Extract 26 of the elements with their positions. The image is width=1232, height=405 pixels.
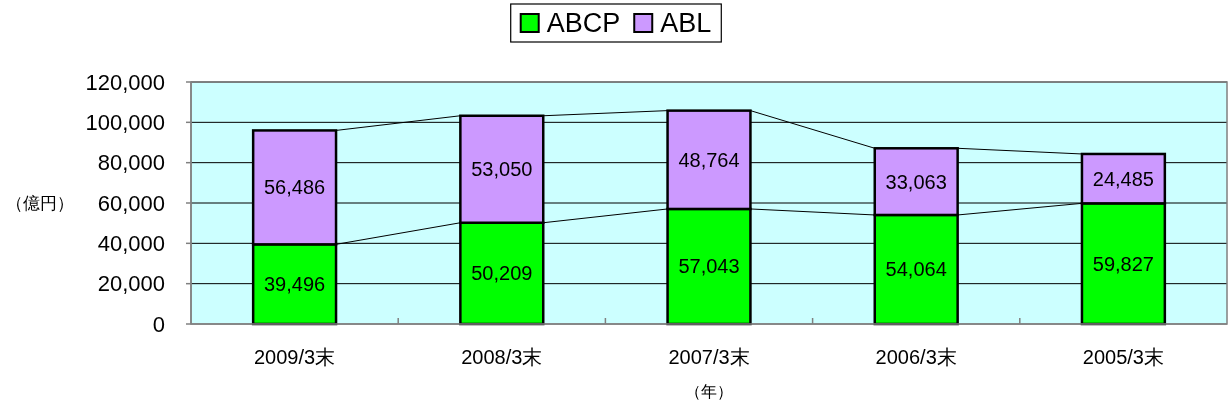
y-tick-label: 0 — [152, 311, 165, 337]
y-tick-label: 40,000 — [97, 230, 165, 256]
y-tick-label: 120,000 — [85, 69, 165, 95]
y-axis-title: （億円） — [6, 193, 74, 213]
x-tick-label: 2006/3末 — [875, 346, 957, 368]
legend-label: ABCP — [546, 8, 621, 38]
data-label: 24,485 — [1092, 167, 1154, 190]
data-label: 54,064 — [885, 258, 947, 281]
y-tick-label: 60,000 — [97, 190, 165, 216]
legend-label: ABL — [660, 8, 712, 38]
data-label: 33,063 — [885, 170, 947, 193]
x-tick-label: 2005/3末 — [1082, 346, 1164, 368]
data-label: 53,050 — [471, 158, 533, 181]
y-tick-label: 80,000 — [97, 150, 165, 176]
x-tick-label: 2008/3末 — [461, 346, 543, 368]
data-label: 59,827 — [1092, 252, 1154, 275]
x-tick-label: 2009/3末 — [254, 346, 336, 368]
data-label: 48,764 — [678, 148, 740, 171]
x-tick-label: 2007/3末 — [668, 346, 750, 368]
data-label: 56,486 — [264, 176, 326, 199]
y-tick-label: 20,000 — [97, 271, 165, 297]
data-label: 57,043 — [678, 255, 740, 278]
data-label: 39,496 — [264, 273, 326, 296]
x-axis-title: （年） — [685, 382, 733, 400]
y-tick-label: 100,000 — [85, 109, 165, 135]
data-label: 50,209 — [471, 262, 533, 285]
